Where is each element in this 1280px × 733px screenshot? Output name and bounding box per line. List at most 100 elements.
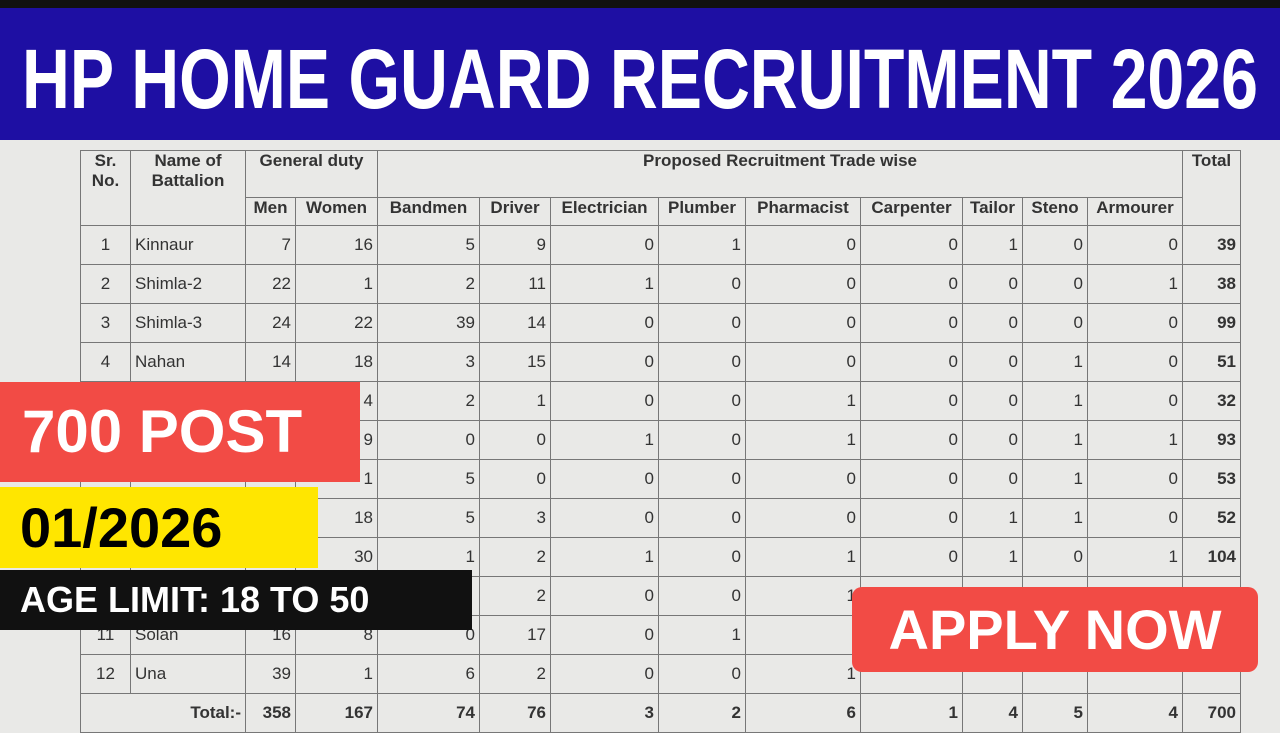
title-bar: HP HOME GUARD RECRUITMENT 2026 bbox=[0, 0, 1280, 140]
cell: Shimla-2 bbox=[130, 264, 246, 304]
cell: 39 bbox=[245, 654, 296, 694]
cell: 2 bbox=[479, 537, 551, 577]
header-name: Name of Battalion bbox=[130, 150, 246, 226]
cell: 0 bbox=[550, 459, 659, 499]
cell: 1 bbox=[658, 615, 746, 655]
cell: 22 bbox=[245, 264, 296, 304]
cell: 0 bbox=[550, 225, 659, 265]
cell: 0 bbox=[658, 342, 746, 382]
cell: 3 bbox=[377, 342, 480, 382]
cell: 5 bbox=[377, 498, 480, 538]
sub-header: Tailor bbox=[962, 197, 1023, 226]
total-cell: 700 bbox=[1182, 693, 1241, 733]
sub-header: Steno bbox=[1022, 197, 1088, 226]
total-cell: 74 bbox=[377, 693, 480, 733]
cell: 1 bbox=[1022, 420, 1088, 460]
cell: 1 bbox=[745, 420, 861, 460]
cell: 2 bbox=[377, 381, 480, 421]
sub-header: Electrician bbox=[550, 197, 659, 226]
cell: 0 bbox=[550, 381, 659, 421]
cell: 1 bbox=[550, 420, 659, 460]
sub-header: Women bbox=[295, 197, 378, 226]
cell: 0 bbox=[658, 537, 746, 577]
cell: 2 bbox=[377, 264, 480, 304]
cell: 0 bbox=[658, 381, 746, 421]
table-row: 4 Nahan 14 18 3 15 0 0 0 0 0 1 0 51 bbox=[80, 342, 1241, 382]
cell: 9 bbox=[479, 225, 551, 265]
table-row: 1 Kinnaur 7 16 5 9 0 1 0 0 1 0 0 39 bbox=[80, 225, 1241, 265]
cell: 0 bbox=[658, 576, 746, 616]
cell: 1 bbox=[1022, 498, 1088, 538]
cell: 0 bbox=[1087, 459, 1183, 499]
cell: 1 bbox=[479, 381, 551, 421]
header-total: Total bbox=[1182, 150, 1241, 226]
cell: 0 bbox=[860, 264, 963, 304]
cell: 0 bbox=[1022, 303, 1088, 343]
cell: 1 bbox=[1022, 381, 1088, 421]
apply-button[interactable]: APPLY NOW bbox=[852, 587, 1258, 672]
title: HP HOME GUARD RECRUITMENT 2026 bbox=[22, 32, 1258, 126]
cell: 0 bbox=[745, 264, 861, 304]
table-row: 2 Shimla-2 22 1 2 11 1 0 0 0 0 0 1 38 bbox=[80, 264, 1241, 304]
cell: 0 bbox=[658, 303, 746, 343]
header-proposed: Proposed Recruitment Trade wise bbox=[377, 150, 1183, 198]
cell: 0 bbox=[658, 459, 746, 499]
cell: 39 bbox=[377, 303, 480, 343]
cell: 1 bbox=[745, 537, 861, 577]
cell: 17 bbox=[479, 615, 551, 655]
cell: 11 bbox=[479, 264, 551, 304]
cell: 38 bbox=[1182, 264, 1241, 304]
cell: 16 bbox=[295, 225, 378, 265]
cell: 0 bbox=[479, 459, 551, 499]
cell: 0 bbox=[962, 342, 1023, 382]
sub-header: Pharmacist bbox=[745, 197, 861, 226]
cell: 5 bbox=[377, 225, 480, 265]
sub-header: Carpenter bbox=[860, 197, 963, 226]
cell: 2 bbox=[80, 264, 131, 304]
cell: 0 bbox=[550, 576, 659, 616]
cell: 1 bbox=[962, 498, 1023, 538]
cell: 0 bbox=[860, 459, 963, 499]
cell: 0 bbox=[658, 264, 746, 304]
sub-header: Driver bbox=[479, 197, 551, 226]
cell: 53 bbox=[1182, 459, 1241, 499]
total-cell: 3 bbox=[550, 693, 659, 733]
sub-header: Plumber bbox=[658, 197, 746, 226]
posts-badge: 700 POST bbox=[0, 382, 360, 482]
cell: 1 bbox=[295, 264, 378, 304]
total-cell: 2 bbox=[658, 693, 746, 733]
cell: 0 bbox=[860, 498, 963, 538]
cell: 14 bbox=[479, 303, 551, 343]
cell: Nahan bbox=[130, 342, 246, 382]
cell: 0 bbox=[860, 303, 963, 343]
cell: Kinnaur bbox=[130, 225, 246, 265]
cell: 1 bbox=[1087, 264, 1183, 304]
total-row: Total:- 358 167 74 76 3 2 6 1 4 5 4 700 bbox=[80, 693, 1241, 733]
cell: 99 bbox=[1182, 303, 1241, 343]
cell: 1 bbox=[1087, 537, 1183, 577]
cell: 5 bbox=[377, 459, 480, 499]
cell: 0 bbox=[1087, 381, 1183, 421]
cell: 0 bbox=[860, 537, 963, 577]
cell: 2 bbox=[479, 654, 551, 694]
table-row: 3 Shimla-3 24 22 39 14 0 0 0 0 0 0 0 99 bbox=[80, 303, 1241, 343]
cell: 0 bbox=[745, 498, 861, 538]
cell: 93 bbox=[1182, 420, 1241, 460]
total-cell: 4 bbox=[1087, 693, 1183, 733]
cell: 0 bbox=[860, 420, 963, 460]
date-badge: 01/2026 bbox=[0, 487, 318, 568]
cell: 18 bbox=[295, 342, 378, 382]
cell: 0 bbox=[1087, 303, 1183, 343]
cell: 1 bbox=[745, 654, 861, 694]
cell: 1 bbox=[550, 264, 659, 304]
cell: 3 bbox=[479, 498, 551, 538]
cell: 12 bbox=[80, 654, 131, 694]
cell: 0 bbox=[550, 303, 659, 343]
total-label: Total:- bbox=[80, 693, 246, 733]
total-cell: 1 bbox=[860, 693, 963, 733]
cell: 1 bbox=[1022, 459, 1088, 499]
cell: 0 bbox=[745, 459, 861, 499]
cell: 1 bbox=[80, 225, 131, 265]
age-badge: AGE LIMIT: 18 TO 50 bbox=[0, 570, 472, 630]
cell: 4 bbox=[80, 342, 131, 382]
